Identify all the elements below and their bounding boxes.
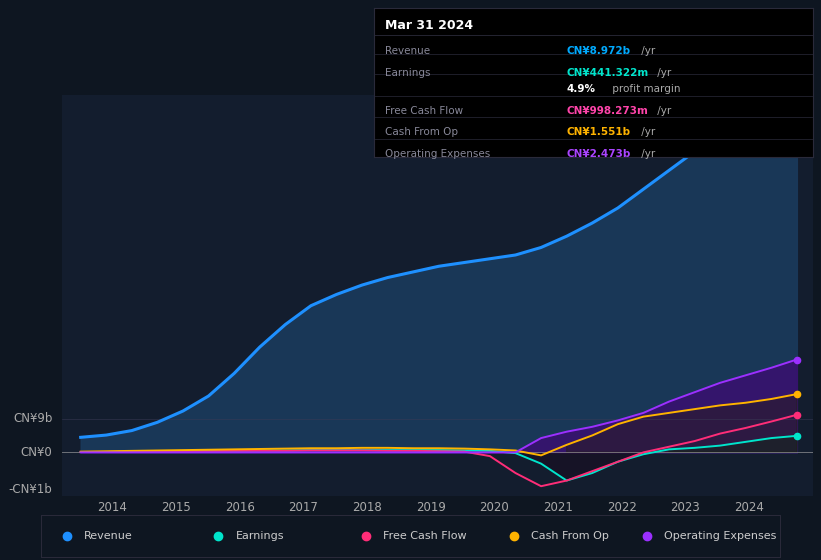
Text: /yr: /yr — [654, 106, 671, 116]
Text: Revenue: Revenue — [384, 45, 429, 55]
Text: CN¥1.551b: CN¥1.551b — [566, 127, 631, 137]
Text: Cash From Op: Cash From Op — [531, 531, 609, 541]
Text: Mar 31 2024: Mar 31 2024 — [384, 19, 473, 32]
Text: Revenue: Revenue — [84, 531, 133, 541]
Text: -CN¥1b: -CN¥1b — [9, 483, 53, 497]
Text: 4.9%: 4.9% — [566, 84, 596, 94]
Text: Earnings: Earnings — [384, 68, 430, 78]
Text: /yr: /yr — [638, 150, 655, 160]
Text: Free Cash Flow: Free Cash Flow — [383, 531, 467, 541]
Text: /yr: /yr — [654, 68, 671, 78]
Text: profit margin: profit margin — [608, 84, 680, 94]
Text: CN¥8.972b: CN¥8.972b — [566, 45, 631, 55]
Text: CN¥0: CN¥0 — [21, 446, 53, 459]
Text: /yr: /yr — [638, 45, 655, 55]
Text: CN¥441.322m: CN¥441.322m — [566, 68, 649, 78]
Text: CN¥998.273m: CN¥998.273m — [566, 106, 649, 116]
Text: CN¥9b: CN¥9b — [13, 412, 53, 425]
Text: Earnings: Earnings — [236, 531, 284, 541]
Text: /yr: /yr — [638, 127, 655, 137]
Text: Free Cash Flow: Free Cash Flow — [384, 106, 463, 116]
Text: Operating Expenses: Operating Expenses — [664, 531, 777, 541]
Text: CN¥2.473b: CN¥2.473b — [566, 150, 631, 160]
Text: Cash From Op: Cash From Op — [384, 127, 457, 137]
Text: Operating Expenses: Operating Expenses — [384, 150, 490, 160]
